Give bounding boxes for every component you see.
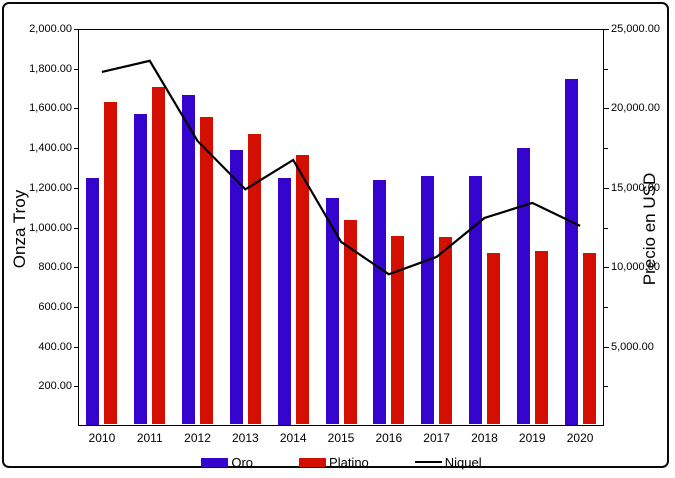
bar-platino-2010 [104,102,118,425]
legend: Oro Platino Niquel [4,452,675,472]
legend-label-platino: Platino [329,454,369,470]
bar-platino-2019 [534,251,548,425]
left-tick-label: 2,000.00 [29,23,72,35]
left-tick-label: 200.00 [38,380,72,393]
x-tick-label: 2017 [423,431,450,445]
x-tick-label: 2014 [279,431,307,445]
x-tick-label: 2018 [471,431,498,445]
axis-tick [74,227,78,229]
bar-platino-2020 [582,253,596,425]
legend-item-platino: Platino [299,455,369,470]
left-tick-label: 1,800.00 [29,62,72,75]
niquel-swatch-icon [414,461,442,463]
bar-oro-2010 [86,177,100,425]
bar-oro-2019 [516,148,530,425]
legend-label-oro: Oro [231,454,254,470]
axis-tick [604,306,608,308]
bar-platino-2015 [343,219,357,425]
bar-platino-2017 [439,237,453,425]
left-tick-label: 1,600.00 [29,102,72,115]
x-tick-label: 2012 [184,431,211,445]
chart-frame: Onza Troy Precio en USD 200.00 400.00 600.… [2,2,669,470]
x-tick-label: 2010 [88,431,116,445]
legend-item-niquel: Niquel [414,454,482,470]
left-tick-label: 1,200.00 [29,181,72,194]
bar-platino-2012 [200,117,214,425]
left-tick-label: 400.00 [38,340,72,353]
axis-tick [604,267,609,269]
axis-tick [604,227,608,229]
right-tick-label: 5,000.00 [611,340,654,353]
right-tick-label: 25,000.00 [611,23,660,35]
x-tick-label: 2015 [327,431,355,445]
axis-tick [604,386,608,388]
right-tick-label: 20,000.00 [611,102,660,115]
axis-tick [604,108,609,110]
axis-tick [604,346,609,348]
axis-tick [74,148,78,150]
x-tick-label: 2020 [566,431,594,445]
axis-tick [74,187,78,189]
bar-platino-2014 [295,155,309,425]
axis-tick [74,267,78,269]
legend-label-niquel: Niquel [444,454,482,470]
bar-oro-2017 [421,175,435,425]
bar-platino-2018 [486,253,500,425]
left-tick-label: 600.00 [38,300,72,313]
axis-tick [74,68,78,70]
left-tick-label: 800.00 [38,261,72,274]
bar-oro-2013 [229,150,243,425]
bar-oro-2016 [373,179,387,425]
axis-tick [74,29,78,30]
x-tick-label: 2016 [375,431,403,445]
axis-tick [74,108,78,110]
axis-tick [74,386,78,388]
bar-oro-2015 [325,197,339,425]
left-tick-label: 1,000.00 [29,221,72,234]
bar-platino-2011 [152,86,166,425]
right-tick-label: 15,000.00 [611,181,660,194]
axis-tick [604,29,609,30]
bar-oro-2011 [134,114,148,425]
bar-oro-2020 [564,78,578,425]
left-tick-label: 1,400.00 [29,142,72,155]
bar-platino-2013 [247,134,261,425]
axis-tick [74,346,78,348]
oro-swatch-icon [201,457,229,467]
legend-item-oro: Oro [201,455,253,470]
right-tick-label: 10,000.00 [611,261,660,274]
x-tick-label: 2013 [232,431,259,445]
platino-swatch-icon [299,457,327,467]
x-tick-label: 2011 [136,431,163,445]
axis-tick [604,148,608,150]
bar-oro-2012 [182,94,196,425]
x-tick-label: 2019 [518,431,546,445]
bar-oro-2014 [277,177,291,425]
axis-tick [604,68,608,70]
bar-oro-2018 [468,175,482,425]
bar-platino-2016 [391,236,405,425]
axis-tick [604,187,609,189]
axis-tick [74,306,78,308]
